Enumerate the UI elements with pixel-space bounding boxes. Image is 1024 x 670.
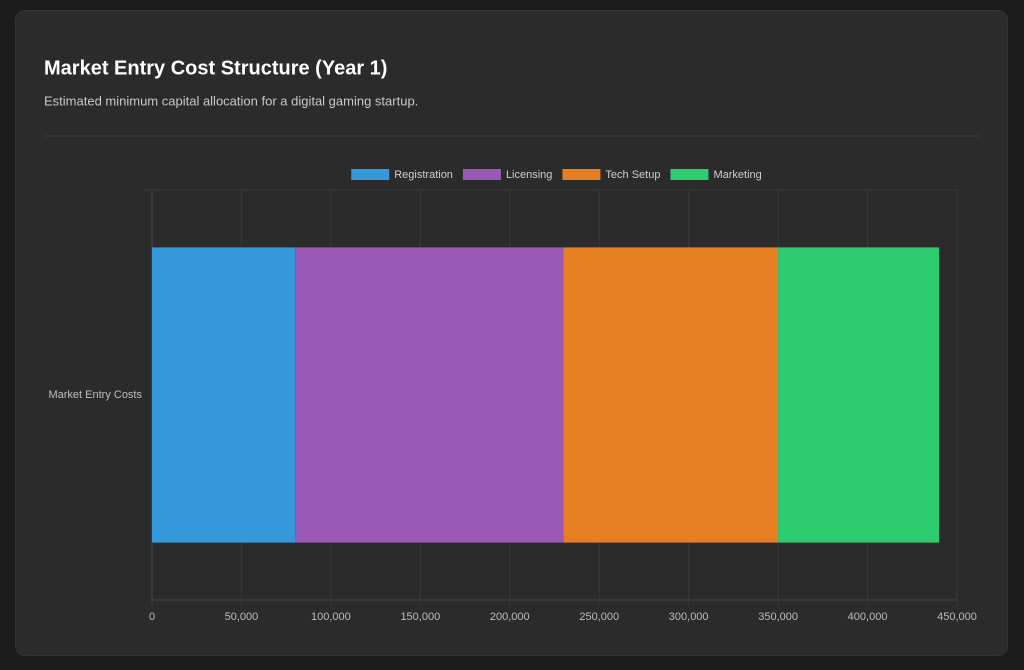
x-tick-label: 0 <box>149 611 155 623</box>
bar-segment <box>295 247 564 543</box>
x-tick-label: 250,000 <box>579 611 619 623</box>
legend-swatch <box>670 169 709 180</box>
legend-label: Registration <box>394 169 453 181</box>
x-tick-label: 300,000 <box>669 611 709 623</box>
bar-segment <box>778 247 940 543</box>
y-tick-label: Market Entry Costs <box>48 389 142 401</box>
bar-segment <box>563 247 779 543</box>
x-tick-label: 100,000 <box>311 611 351 623</box>
x-tick-label: 150,000 <box>400 611 440 623</box>
legend-label: Licensing <box>506 169 552 181</box>
legend-label: Tech Setup <box>605 169 660 181</box>
legend-swatch <box>351 169 390 180</box>
legend-swatch <box>562 169 601 180</box>
x-tick-label: 450,000 <box>937 611 977 623</box>
x-tick-label: 350,000 <box>758 611 798 623</box>
x-tick-label: 400,000 <box>848 611 888 623</box>
x-tick-label: 200,000 <box>490 611 530 623</box>
x-tick-label: 50,000 <box>225 611 259 623</box>
chart-title: Market Entry Cost Structure (Year 1) <box>44 57 387 79</box>
bar-segment <box>152 247 296 543</box>
legend-swatch <box>462 169 501 180</box>
chart-subtitle: Estimated minimum capital allocation for… <box>44 93 418 108</box>
legend-label: Marketing <box>713 169 761 181</box>
